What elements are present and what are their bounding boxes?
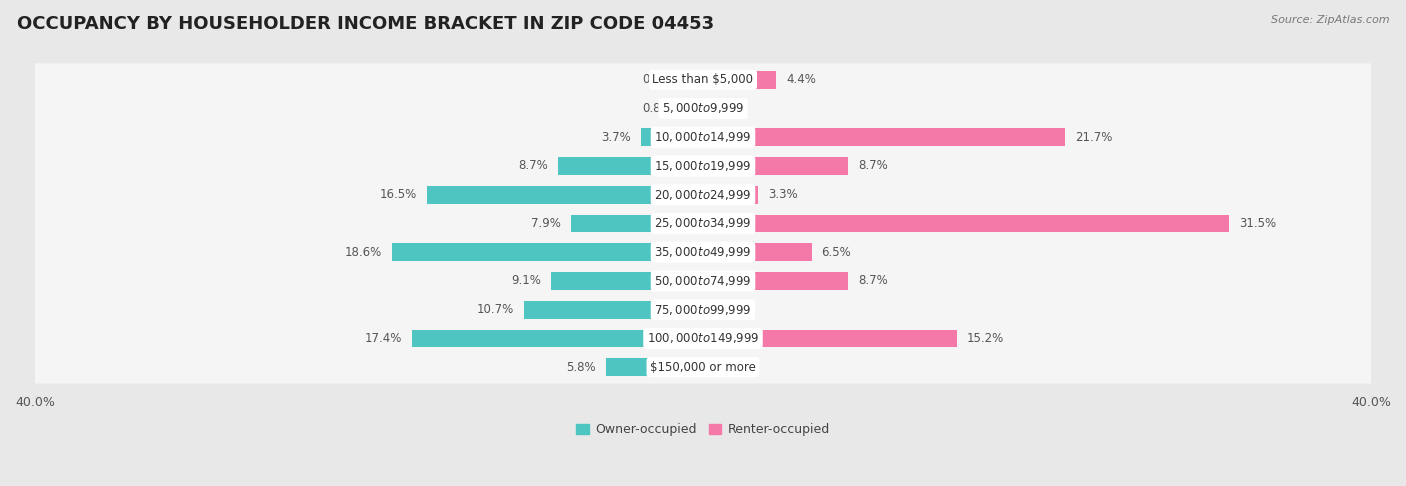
FancyBboxPatch shape	[24, 207, 1382, 240]
Text: $35,000 to $49,999: $35,000 to $49,999	[654, 245, 752, 259]
Bar	[558, 157, 703, 175]
Text: 5.8%: 5.8%	[567, 361, 596, 374]
Bar	[703, 71, 776, 88]
FancyBboxPatch shape	[24, 294, 1382, 326]
Text: $150,000 or more: $150,000 or more	[650, 361, 756, 374]
Text: 4.4%: 4.4%	[786, 73, 817, 86]
Bar	[412, 330, 703, 347]
Bar	[703, 243, 811, 261]
Bar	[427, 186, 703, 204]
Text: $100,000 to $149,999: $100,000 to $149,999	[647, 331, 759, 346]
Text: 3.3%: 3.3%	[768, 188, 797, 201]
Text: 0.0%: 0.0%	[713, 361, 742, 374]
Text: 0.83%: 0.83%	[643, 73, 679, 86]
Text: 8.7%: 8.7%	[858, 275, 889, 287]
Text: $75,000 to $99,999: $75,000 to $99,999	[654, 303, 752, 317]
Text: 15.2%: 15.2%	[967, 332, 1004, 345]
Text: $50,000 to $74,999: $50,000 to $74,999	[654, 274, 752, 288]
FancyBboxPatch shape	[24, 92, 1382, 125]
Bar	[641, 128, 703, 146]
FancyBboxPatch shape	[24, 351, 1382, 383]
FancyBboxPatch shape	[24, 150, 1382, 182]
Text: Less than $5,000: Less than $5,000	[652, 73, 754, 86]
FancyBboxPatch shape	[24, 264, 1382, 297]
Text: OCCUPANCY BY HOUSEHOLDER INCOME BRACKET IN ZIP CODE 04453: OCCUPANCY BY HOUSEHOLDER INCOME BRACKET …	[17, 15, 714, 33]
Bar	[703, 186, 758, 204]
Text: $20,000 to $24,999: $20,000 to $24,999	[654, 188, 752, 202]
Bar	[703, 272, 848, 290]
Text: 9.1%: 9.1%	[512, 275, 541, 287]
Text: 8.7%: 8.7%	[517, 159, 548, 173]
Text: 0.0%: 0.0%	[713, 102, 742, 115]
Text: Source: ZipAtlas.com: Source: ZipAtlas.com	[1271, 15, 1389, 25]
Bar	[606, 358, 703, 376]
Text: 10.7%: 10.7%	[477, 303, 515, 316]
Bar	[392, 243, 703, 261]
Text: 0.83%: 0.83%	[643, 102, 679, 115]
Text: 21.7%: 21.7%	[1076, 131, 1112, 144]
Text: $5,000 to $9,999: $5,000 to $9,999	[662, 102, 744, 116]
Bar	[524, 301, 703, 319]
Text: 16.5%: 16.5%	[380, 188, 418, 201]
Text: 3.7%: 3.7%	[602, 131, 631, 144]
Text: $10,000 to $14,999: $10,000 to $14,999	[654, 130, 752, 144]
Text: 17.4%: 17.4%	[366, 332, 402, 345]
Bar	[703, 128, 1066, 146]
Text: 18.6%: 18.6%	[344, 246, 382, 259]
Bar	[689, 71, 703, 88]
Legend: Owner-occupied, Renter-occupied: Owner-occupied, Renter-occupied	[571, 418, 835, 441]
Bar	[571, 214, 703, 232]
Bar	[689, 100, 703, 118]
Text: $15,000 to $19,999: $15,000 to $19,999	[654, 159, 752, 173]
Bar	[703, 330, 957, 347]
Bar	[551, 272, 703, 290]
Text: 8.7%: 8.7%	[858, 159, 889, 173]
FancyBboxPatch shape	[24, 63, 1382, 96]
Text: 7.9%: 7.9%	[531, 217, 561, 230]
FancyBboxPatch shape	[24, 121, 1382, 154]
Bar	[703, 214, 1229, 232]
Text: 6.5%: 6.5%	[821, 246, 851, 259]
Text: 31.5%: 31.5%	[1239, 217, 1277, 230]
Text: 0.0%: 0.0%	[713, 303, 742, 316]
FancyBboxPatch shape	[24, 178, 1382, 211]
Bar	[703, 157, 848, 175]
FancyBboxPatch shape	[24, 236, 1382, 269]
Text: $25,000 to $34,999: $25,000 to $34,999	[654, 216, 752, 230]
FancyBboxPatch shape	[24, 322, 1382, 355]
